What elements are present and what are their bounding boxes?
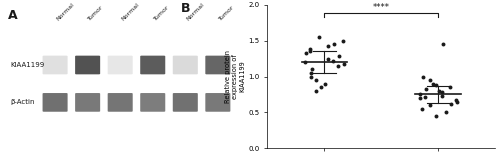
FancyBboxPatch shape <box>108 93 132 112</box>
Text: Normal: Normal <box>55 2 75 22</box>
Point <box>416 97 424 99</box>
Text: Normal: Normal <box>120 2 140 22</box>
Point <box>452 98 460 101</box>
Point <box>324 45 332 48</box>
Point <box>308 68 316 71</box>
Point <box>307 72 315 74</box>
FancyBboxPatch shape <box>42 56 68 74</box>
Point <box>340 62 347 65</box>
Point <box>334 65 342 67</box>
Point <box>453 100 461 103</box>
Point <box>312 79 320 81</box>
Point <box>420 95 428 98</box>
Point <box>426 104 434 106</box>
Point <box>416 93 424 96</box>
Text: A: A <box>8 9 17 22</box>
Text: β-Actin: β-Actin <box>10 99 34 105</box>
Text: ****: **** <box>372 3 390 12</box>
Text: Tumor: Tumor <box>152 5 170 22</box>
FancyBboxPatch shape <box>173 56 198 74</box>
Point <box>308 75 316 78</box>
FancyBboxPatch shape <box>173 93 198 112</box>
Point <box>302 52 310 55</box>
Text: Normal: Normal <box>186 2 205 22</box>
Point <box>315 36 323 38</box>
Point <box>306 48 314 50</box>
Point <box>329 60 337 62</box>
FancyBboxPatch shape <box>42 93 68 112</box>
Text: KIAA1199: KIAA1199 <box>10 62 44 68</box>
Point <box>426 79 434 81</box>
Point <box>428 82 436 85</box>
Point <box>438 43 446 45</box>
Point <box>420 75 428 78</box>
FancyBboxPatch shape <box>75 93 100 112</box>
Point <box>306 50 314 52</box>
FancyBboxPatch shape <box>206 56 231 74</box>
Point <box>324 57 332 60</box>
Point <box>434 90 442 92</box>
Point <box>338 39 346 42</box>
Point <box>300 61 308 63</box>
Point <box>432 84 440 86</box>
Point <box>442 111 450 114</box>
Point <box>336 55 344 58</box>
Point <box>438 91 446 93</box>
Point <box>432 115 440 117</box>
Point <box>322 82 330 85</box>
Point <box>446 103 454 105</box>
FancyBboxPatch shape <box>108 56 132 74</box>
Y-axis label: Relative protein
expression of
KIAA1199: Relative protein expression of KIAA1199 <box>224 50 246 103</box>
Point <box>438 95 446 97</box>
Text: Tumor: Tumor <box>88 5 105 22</box>
FancyBboxPatch shape <box>75 56 100 74</box>
Point <box>312 90 320 92</box>
Point <box>318 86 326 88</box>
Point <box>330 43 338 45</box>
Point <box>422 88 430 91</box>
FancyBboxPatch shape <box>140 93 166 112</box>
Text: Tumor: Tumor <box>218 5 235 22</box>
Text: B: B <box>181 2 190 15</box>
Point <box>446 86 454 88</box>
FancyBboxPatch shape <box>206 93 231 112</box>
Point <box>418 108 426 110</box>
FancyBboxPatch shape <box>140 56 166 74</box>
